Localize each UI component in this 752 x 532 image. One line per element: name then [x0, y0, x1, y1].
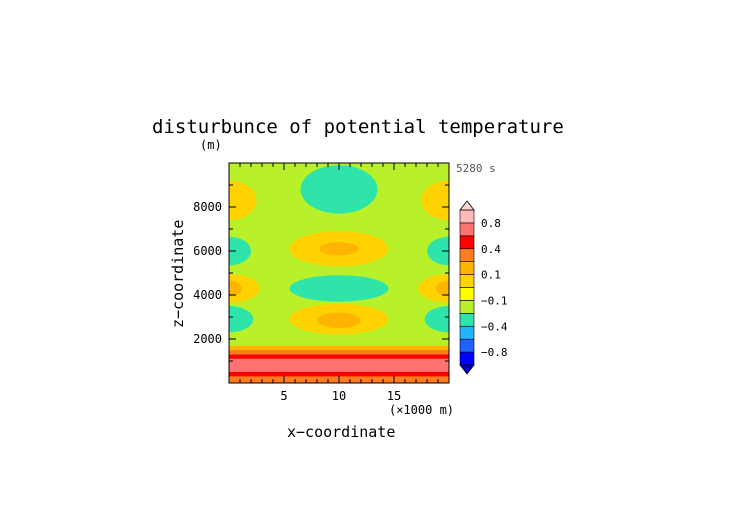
y-unit-label: (m) — [200, 138, 222, 152]
colorbar-label: −0.8 — [481, 346, 508, 359]
colorbar-segment — [459, 300, 475, 314]
contour-cell — [289, 275, 389, 302]
surface-band — [229, 358, 449, 372]
colorbar-segment — [459, 248, 475, 262]
y-tick-label: 8000 — [193, 200, 222, 214]
colorbar-label: −0.1 — [481, 294, 508, 307]
colorbar-segment — [459, 235, 475, 250]
contour-cell — [435, 280, 449, 297]
contour-cell — [427, 236, 449, 266]
colorbar-segment — [459, 209, 475, 224]
contour-cell — [306, 165, 372, 201]
colorbar-label: 0.8 — [481, 217, 501, 230]
contour-cell — [229, 180, 257, 221]
colorbar-label: 0.4 — [481, 243, 501, 256]
y-tick-label: 4000 — [193, 288, 222, 302]
x-ticks: 5 10 15 — [239, 163, 439, 403]
y-ticks: 2000 4000 6000 8000 — [193, 184, 449, 362]
colorbar-segment — [459, 313, 475, 327]
surface-band — [229, 345, 449, 350]
colorbar-segment — [459, 351, 475, 366]
colorbar-label: −0.4 — [481, 320, 508, 333]
contour-cell — [229, 306, 254, 333]
contour-cell — [229, 280, 243, 297]
colorbar-under-arrow — [459, 364, 475, 375]
x-tick-label: 15 — [387, 389, 401, 403]
chart-title: disturbunce of potential temperature — [152, 116, 564, 138]
y-tick-label: 6000 — [193, 244, 222, 258]
y-axis-label: z−coordinate — [169, 220, 187, 328]
y-tick-label: 2000 — [193, 332, 222, 346]
colorbar-label: 0.1 — [481, 269, 501, 282]
contour-cell — [229, 274, 260, 303]
surface-band — [229, 372, 449, 377]
colorbar-segment — [459, 338, 475, 353]
colorbar: 0.8 0.4 0.1 −0.1 −0.4 −0.8 — [459, 200, 508, 375]
surface-band — [229, 350, 449, 355]
colorbar-segment — [459, 274, 475, 288]
contour-cell — [229, 236, 251, 266]
contour-cell — [421, 180, 449, 221]
x-tick-label: 10 — [332, 389, 346, 403]
colorbar-over-arrow — [459, 200, 475, 211]
surface-band — [229, 354, 449, 359]
contour-cell — [319, 242, 359, 256]
time-label: 5280 s — [456, 162, 496, 175]
colorbar-segment — [459, 261, 475, 275]
colorbar-segment — [459, 325, 475, 340]
x-tick-label: 5 — [280, 389, 287, 403]
contour-field — [229, 163, 449, 383]
contour-cell — [424, 306, 449, 333]
contour-cell — [317, 312, 361, 328]
contour-cell — [418, 274, 449, 303]
colorbar-segment — [459, 222, 475, 237]
colorbar-segment — [459, 287, 475, 301]
x-axis-label: x−coordinate — [287, 423, 395, 441]
x-unit-label: (×1000 m) — [389, 403, 454, 417]
